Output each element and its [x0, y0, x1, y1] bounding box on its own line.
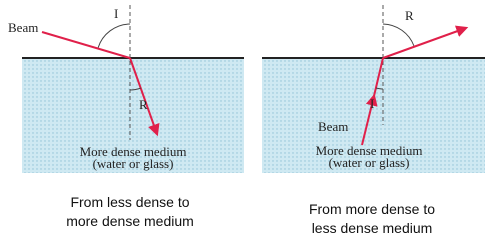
caption: From less dense to — [70, 194, 189, 210]
angle-label: I — [370, 96, 374, 111]
medium-label: (water or glass) — [93, 156, 174, 171]
angle-label: I — [114, 6, 118, 21]
panel-left: I Beam R More dense medium (water or gla… — [8, 5, 244, 229]
angle-label: R — [405, 8, 414, 23]
angle-arc — [98, 24, 130, 48]
medium-label: (water or glass) — [329, 155, 410, 170]
diagram: I Beam R More dense medium (water or gla… — [0, 0, 490, 240]
caption: less dense medium — [312, 220, 433, 236]
incident-ray — [42, 32, 130, 58]
beam-label: Beam — [8, 20, 38, 35]
beam-label: Beam — [318, 119, 348, 134]
caption: From more dense to — [309, 201, 435, 217]
angle-arc — [383, 24, 414, 46]
caption: more dense medium — [66, 213, 194, 229]
panel-right: R I Beam More dense medium (water or gla… — [262, 5, 485, 236]
page: I Beam R More dense medium (water or gla… — [0, 0, 490, 240]
refracted-ray — [383, 28, 466, 58]
angle-label: R — [139, 97, 148, 112]
